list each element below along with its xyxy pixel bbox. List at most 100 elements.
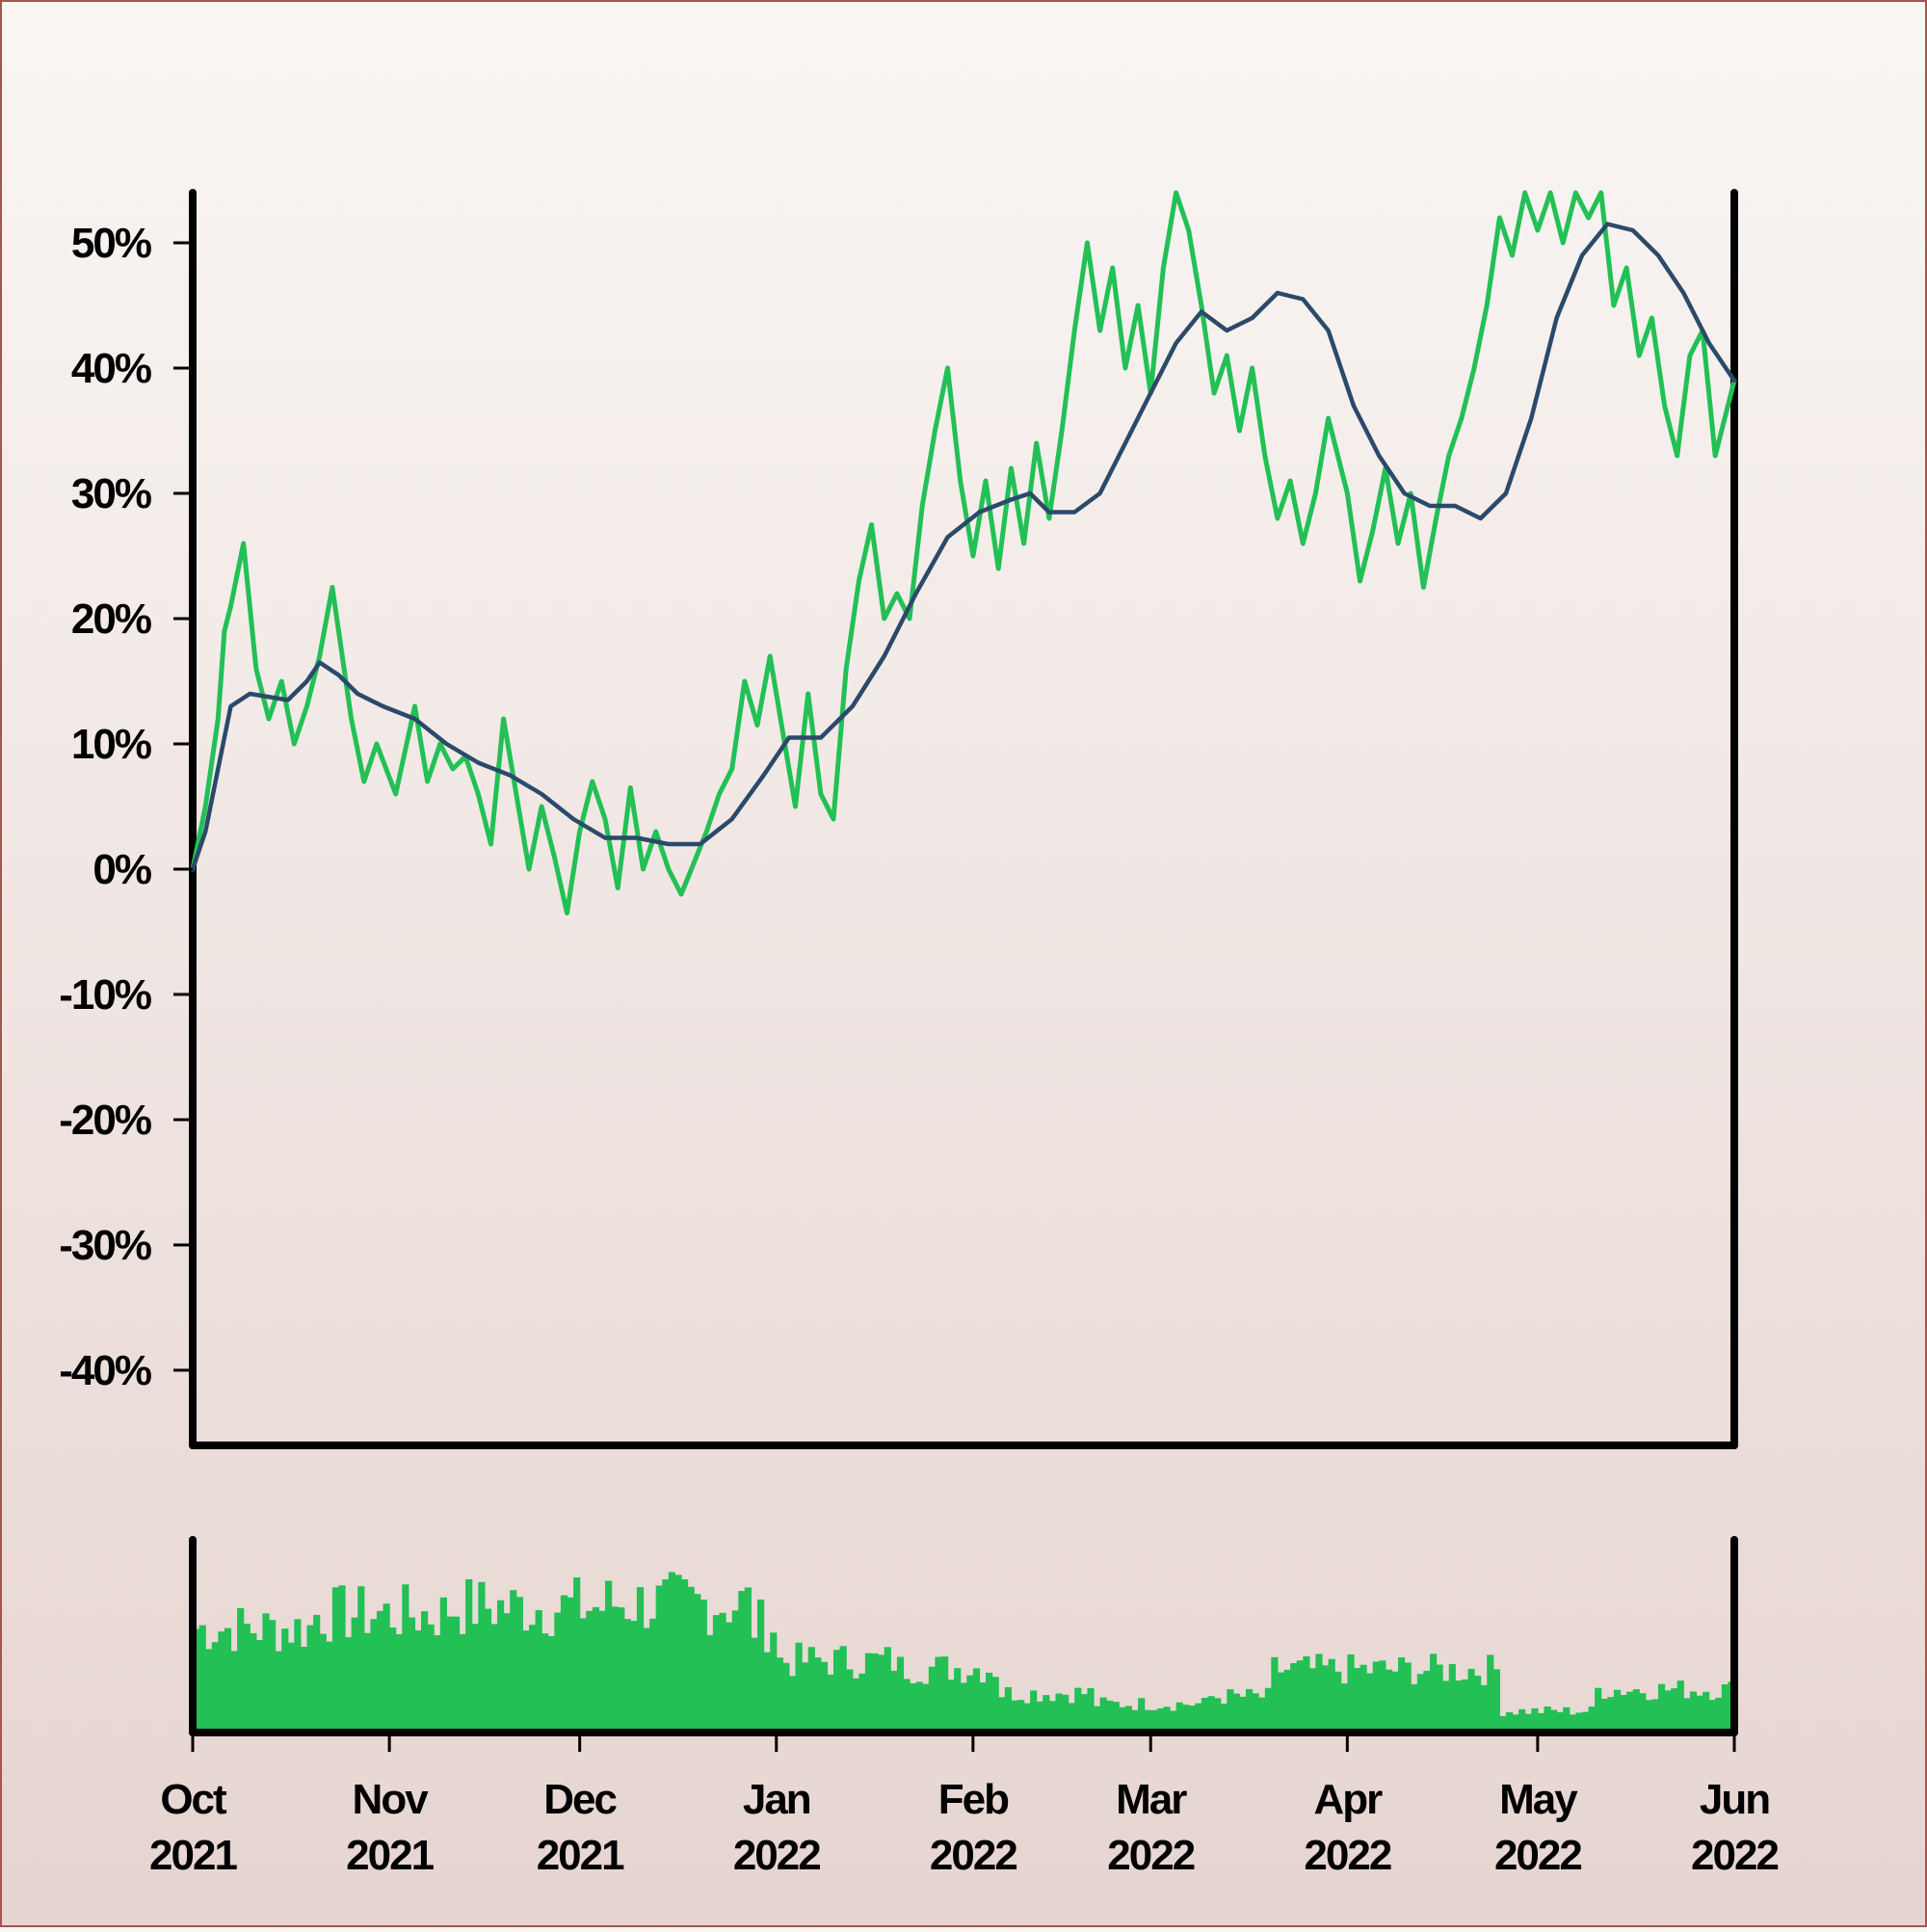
volume-panel-axes bbox=[189, 1536, 1738, 1736]
volume-bar bbox=[1353, 1668, 1361, 1733]
volume-bar bbox=[788, 1676, 797, 1733]
volume-bar bbox=[655, 1585, 663, 1733]
volume-bar bbox=[598, 1610, 606, 1733]
volume-bar bbox=[1004, 1686, 1012, 1733]
volume-bar bbox=[681, 1579, 689, 1733]
volume-bar bbox=[383, 1603, 390, 1733]
volume-bar bbox=[674, 1575, 682, 1733]
volume-bar bbox=[421, 1611, 429, 1733]
x-tick-label-month: Feb bbox=[938, 1776, 1009, 1823]
volume-bar bbox=[306, 1625, 314, 1733]
volume-bar bbox=[700, 1600, 707, 1733]
volume-bar bbox=[1506, 1711, 1514, 1733]
volume-bar bbox=[1474, 1676, 1482, 1733]
y-tick-label: 50% bbox=[71, 220, 151, 267]
volume-bar bbox=[1588, 1707, 1596, 1733]
volume-bar bbox=[1518, 1708, 1526, 1733]
volume-bar bbox=[497, 1600, 505, 1733]
volume-bar bbox=[1398, 1657, 1406, 1733]
volume-bar bbox=[357, 1586, 365, 1733]
series-line-moving-average bbox=[190, 222, 1737, 872]
y-tick-label: -40% bbox=[59, 1347, 151, 1394]
volume-bar bbox=[935, 1656, 942, 1733]
volume-bar bbox=[300, 1647, 308, 1733]
volume-bar bbox=[1296, 1660, 1304, 1733]
x-tick-label-year: 2021 bbox=[149, 1832, 237, 1879]
volume-bar bbox=[757, 1600, 765, 1733]
volume-bar bbox=[668, 1572, 675, 1733]
volume-bar bbox=[770, 1632, 778, 1733]
volume-bar bbox=[287, 1642, 295, 1733]
volume-bar bbox=[1620, 1695, 1627, 1733]
volume-bar bbox=[446, 1616, 454, 1733]
volume-bar bbox=[1124, 1706, 1133, 1733]
volume-bar bbox=[408, 1617, 416, 1733]
volume-bar bbox=[662, 1579, 670, 1733]
x-tick-label-year: 2021 bbox=[346, 1832, 434, 1879]
volume-bar bbox=[1531, 1707, 1539, 1733]
volume-bar bbox=[414, 1630, 422, 1733]
volume-bar bbox=[1220, 1704, 1227, 1733]
volume-bar bbox=[1011, 1700, 1018, 1733]
x-tick-label-year: 2022 bbox=[1107, 1832, 1194, 1879]
volume-bar bbox=[1683, 1698, 1691, 1733]
volume-bar bbox=[884, 1647, 891, 1733]
volume-bar bbox=[623, 1619, 631, 1733]
volume-bar bbox=[1372, 1661, 1380, 1733]
volume-bar bbox=[592, 1606, 599, 1733]
volume-bar bbox=[1277, 1672, 1285, 1733]
volume-bar bbox=[1232, 1693, 1240, 1733]
y-tick-label: -30% bbox=[59, 1222, 151, 1269]
volume-bar bbox=[1379, 1660, 1386, 1733]
volume-bar bbox=[833, 1650, 841, 1733]
volume-bar bbox=[1359, 1664, 1367, 1733]
volume-bar bbox=[1563, 1707, 1571, 1733]
volume-bar bbox=[1068, 1703, 1075, 1733]
volume-bar bbox=[1524, 1713, 1532, 1733]
volume-bar bbox=[941, 1656, 949, 1733]
volume-bar bbox=[363, 1632, 371, 1733]
volume-bar bbox=[579, 1618, 587, 1733]
volume-bar bbox=[1676, 1681, 1684, 1733]
volume-bar bbox=[459, 1633, 466, 1733]
volume-bar bbox=[1696, 1695, 1703, 1733]
volume-bar bbox=[1416, 1674, 1424, 1733]
y-tick-label: -20% bbox=[59, 1097, 151, 1144]
volume-bar bbox=[1264, 1687, 1272, 1733]
volume-bar bbox=[1150, 1709, 1158, 1733]
volume-bar bbox=[726, 1622, 733, 1733]
volume-bar bbox=[529, 1625, 537, 1733]
volume-bar bbox=[1252, 1693, 1259, 1733]
volume-bar bbox=[1207, 1696, 1215, 1733]
volume-bar bbox=[763, 1652, 771, 1733]
volume-bar bbox=[712, 1615, 721, 1733]
x-tick-label-month: Mar bbox=[1116, 1776, 1187, 1823]
volume-bar bbox=[1703, 1691, 1710, 1733]
y-tick-label: 0% bbox=[92, 846, 150, 893]
volume-bar bbox=[484, 1608, 492, 1733]
x-tick-label-year: 2021 bbox=[537, 1832, 624, 1879]
volume-bar bbox=[1492, 1669, 1500, 1733]
x-tick-label-month: Jan bbox=[743, 1776, 810, 1823]
volume-bar bbox=[1632, 1689, 1640, 1733]
volume-bar bbox=[928, 1666, 936, 1733]
volume-bar bbox=[1461, 1679, 1469, 1733]
volume-bar bbox=[331, 1587, 340, 1733]
volume-bar bbox=[586, 1610, 594, 1733]
volume-bar bbox=[878, 1654, 885, 1733]
volume-bar bbox=[1626, 1691, 1634, 1733]
volume-bar bbox=[1239, 1696, 1247, 1733]
volume-bar bbox=[1214, 1698, 1222, 1733]
volume-bar bbox=[1163, 1707, 1171, 1733]
volume-bar bbox=[1036, 1701, 1043, 1733]
volume-bar bbox=[1658, 1683, 1666, 1733]
volume-bar bbox=[827, 1674, 834, 1733]
volume-bar bbox=[218, 1631, 225, 1733]
volume-bar bbox=[1404, 1662, 1412, 1733]
volume-bar bbox=[541, 1633, 549, 1733]
volume-bar bbox=[1328, 1658, 1335, 1733]
volume-bar bbox=[427, 1624, 435, 1733]
volume-bar bbox=[1087, 1688, 1095, 1733]
volume-bar bbox=[852, 1678, 859, 1733]
volume-bar bbox=[1094, 1706, 1101, 1733]
